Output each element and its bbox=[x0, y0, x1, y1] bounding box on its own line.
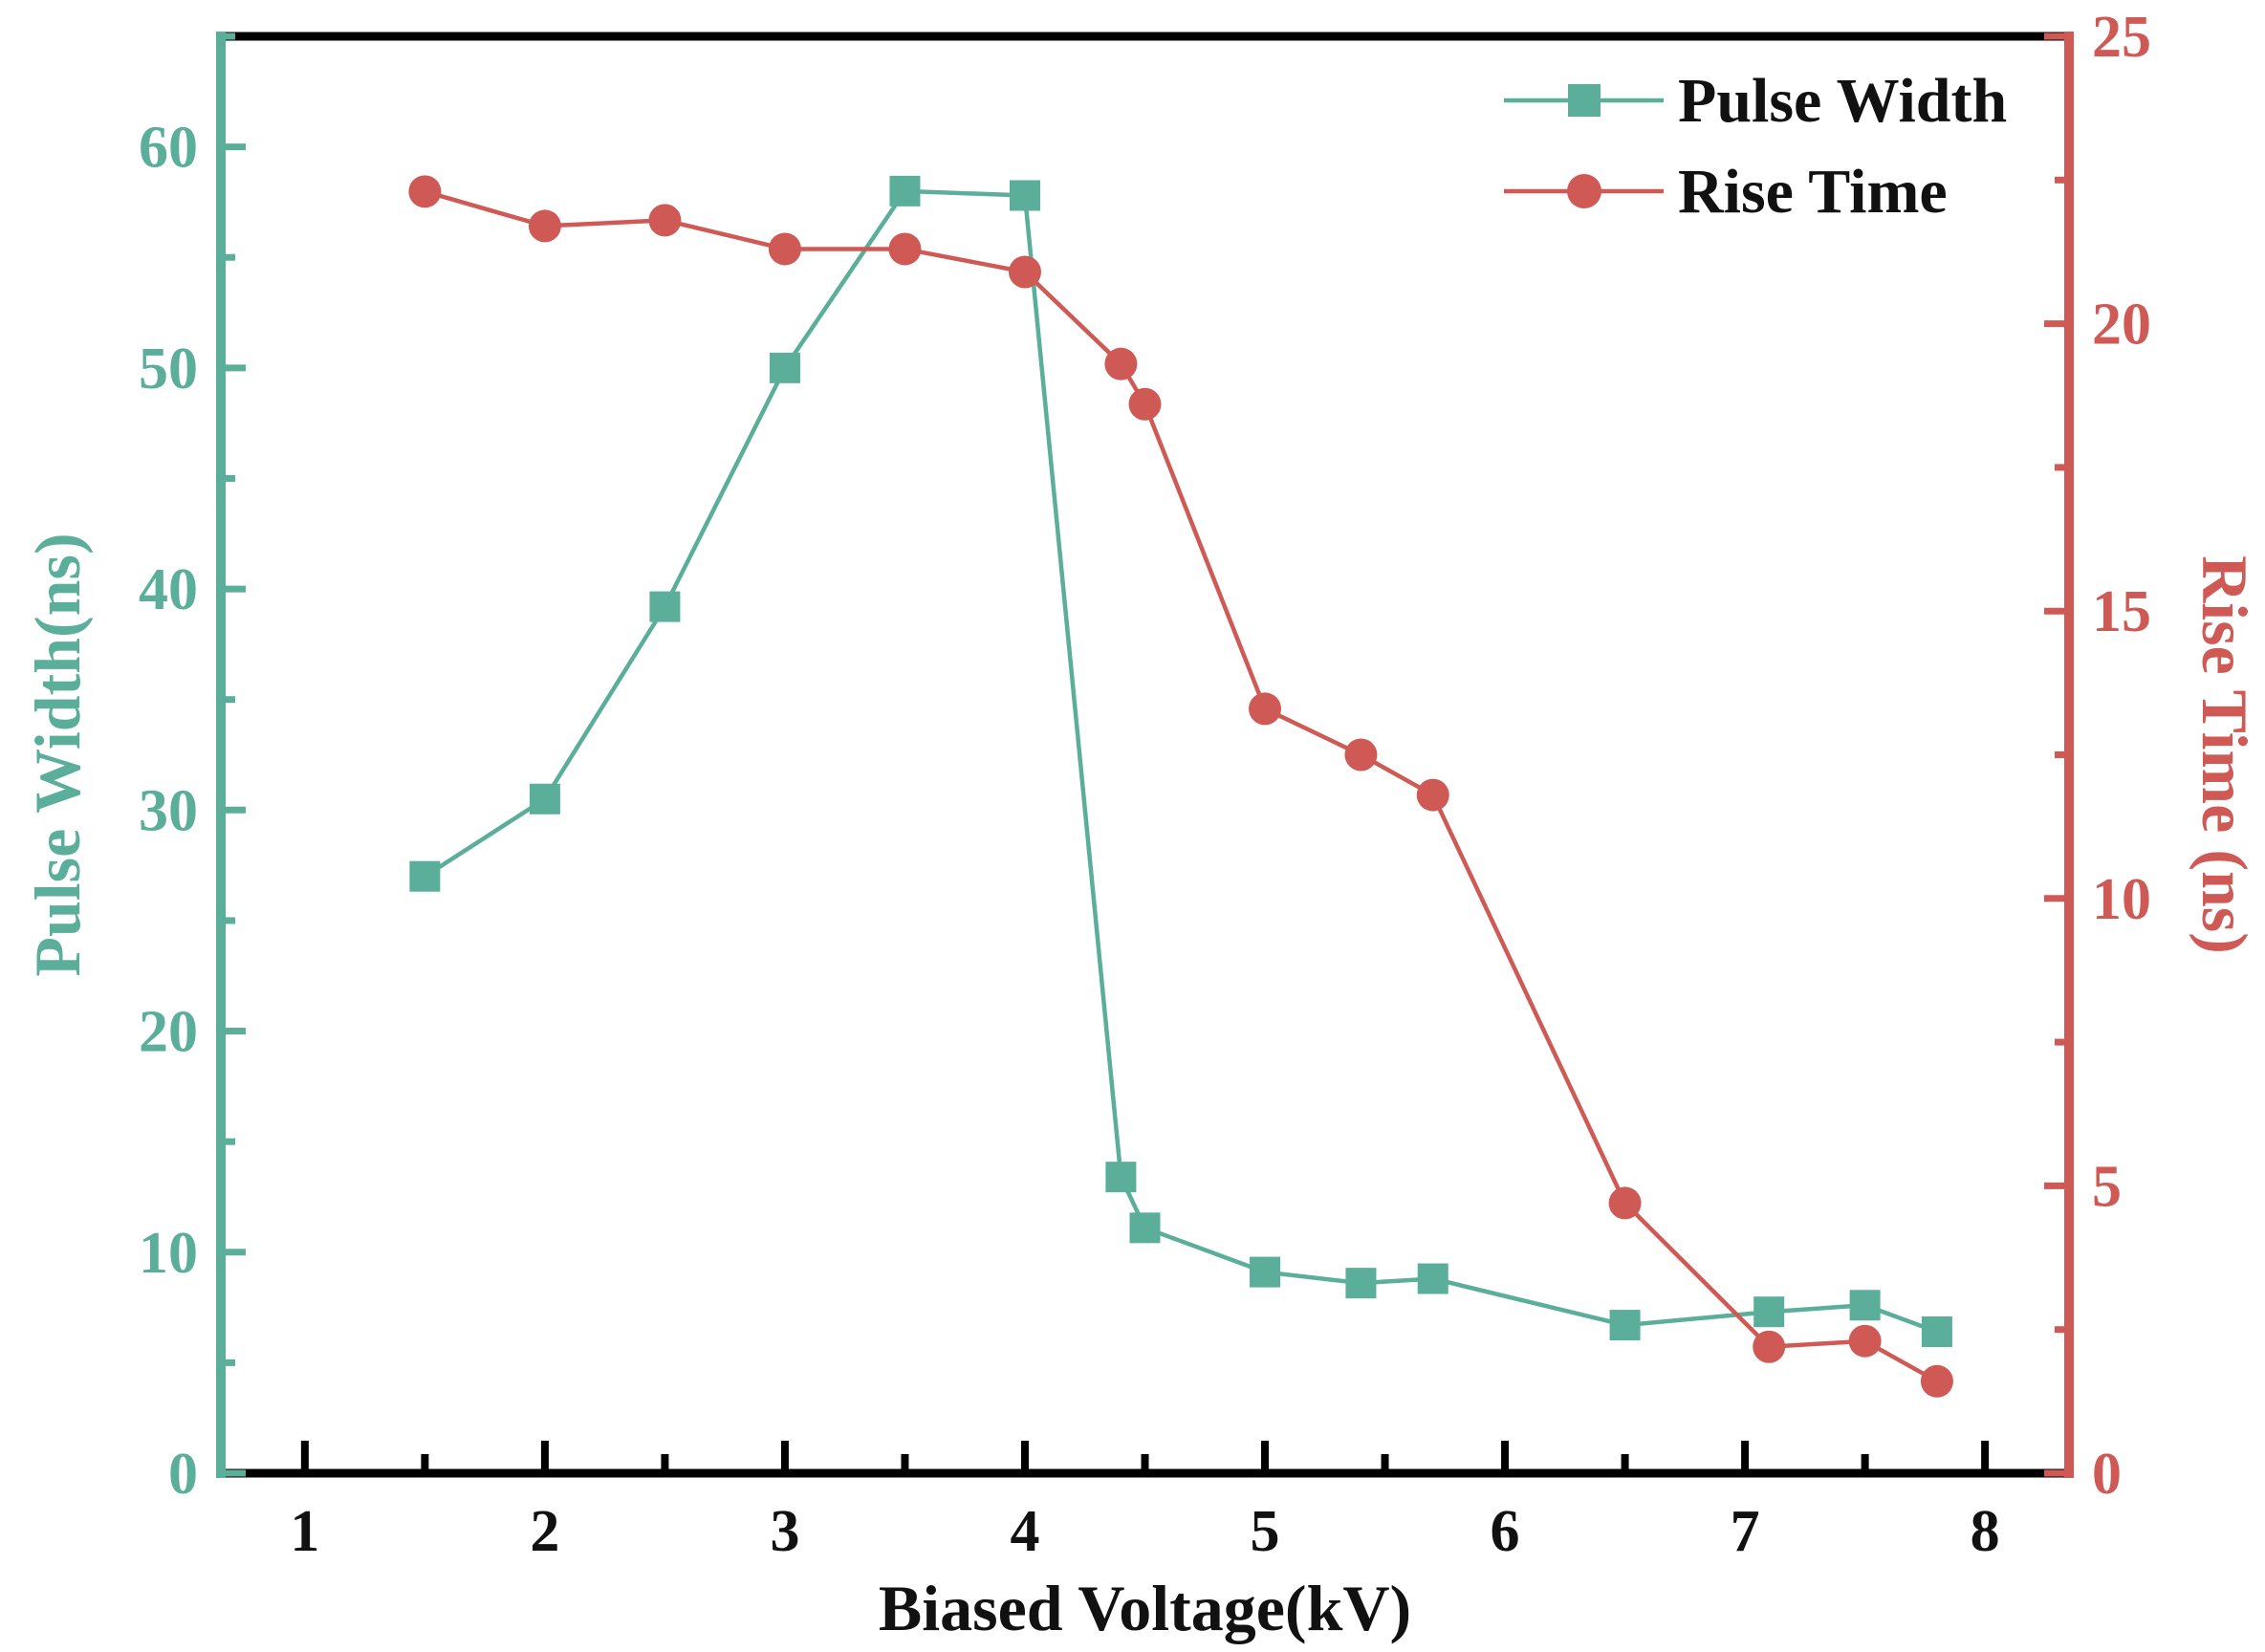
rise-time-point bbox=[1753, 1330, 1786, 1363]
legend: Pulse Width Rise Time bbox=[1504, 66, 2007, 227]
rise-time-point bbox=[408, 175, 442, 208]
right-tick-label: 5 bbox=[2092, 1154, 2122, 1219]
rise-time-point bbox=[1249, 692, 1282, 726]
right-tick-label: 15 bbox=[2092, 579, 2151, 644]
rise-time-point bbox=[1608, 1186, 1642, 1220]
rise-time-point bbox=[1416, 778, 1449, 812]
x-tick-label: 6 bbox=[1491, 1499, 1520, 1564]
rise-time-point bbox=[888, 232, 922, 266]
pulse-width-point bbox=[1417, 1263, 1448, 1294]
right-tick-label: 0 bbox=[2092, 1442, 2122, 1507]
pulse-width-point bbox=[529, 783, 560, 815]
left-tick-label: 10 bbox=[139, 1221, 198, 1286]
pulse-width-point bbox=[1250, 1256, 1281, 1288]
rise-time-point bbox=[1848, 1324, 1882, 1358]
pulse-width-point bbox=[1609, 1310, 1641, 1341]
left-tick-label: 30 bbox=[139, 778, 198, 843]
pulse-width-point bbox=[1345, 1268, 1377, 1299]
x-tick-label: 5 bbox=[1251, 1499, 1280, 1564]
rise-time-point bbox=[648, 204, 682, 237]
x-tick-label: 3 bbox=[770, 1499, 799, 1564]
pulse-width-legend-marker bbox=[1568, 84, 1601, 117]
left-tick-label: 40 bbox=[139, 557, 198, 622]
left-tick-label: 20 bbox=[139, 1000, 198, 1065]
pulse-width-point bbox=[1105, 1162, 1137, 1193]
rise-time-point bbox=[528, 209, 561, 243]
pulse-width-point bbox=[1753, 1296, 1785, 1328]
right-tick-label: 10 bbox=[2092, 867, 2151, 932]
pulse-width-point bbox=[1009, 180, 1040, 211]
pulse-width-point bbox=[409, 860, 441, 892]
pulse-width-legend-label: Pulse Width bbox=[1678, 66, 2007, 136]
left-tick-label: 50 bbox=[139, 337, 198, 402]
rise-time-legend-marker bbox=[1567, 174, 1601, 208]
pulse-width-point bbox=[1849, 1290, 1881, 1321]
pulse-width-point bbox=[1921, 1316, 1952, 1348]
pulse-width-point bbox=[1129, 1212, 1161, 1244]
pulse-width-point bbox=[649, 591, 681, 622]
rise-time-legend-label: Rise Time bbox=[1678, 157, 1948, 227]
x-tick-label: 8 bbox=[1971, 1499, 2000, 1564]
x-tick-label: 7 bbox=[1731, 1499, 1760, 1564]
left-y-axis-title: Pulse Width(ns) bbox=[21, 533, 94, 976]
axes: 1 2 3 4 5 6 7 8 0 10 20 30 40 50 60 0 5 10 15 20 25 Biased Vo… bbox=[21, 5, 2261, 1644]
x-axis-title: Biased Voltage(kV) bbox=[879, 1572, 1411, 1644]
right-tick-label: 25 bbox=[2092, 5, 2151, 70]
left-tick-label: 0 bbox=[168, 1442, 198, 1507]
rise-time-point bbox=[1920, 1364, 1953, 1398]
x-tick-label: 1 bbox=[290, 1499, 319, 1564]
pulse-width-line bbox=[424, 188, 1938, 1335]
rise-time-point bbox=[1344, 738, 1378, 772]
series-layer bbox=[408, 175, 1953, 1398]
rise-time-line bbox=[424, 189, 1939, 1383]
rise-time-point bbox=[1128, 387, 1162, 421]
x-tick-label: 4 bbox=[1010, 1499, 1039, 1564]
left-tick-label: 60 bbox=[139, 116, 198, 181]
rise-time-point bbox=[768, 232, 801, 266]
rise-time-point bbox=[1104, 347, 1138, 380]
pulse-width-point bbox=[889, 175, 921, 206]
x-tick-label: 2 bbox=[530, 1499, 559, 1564]
rise-time-point bbox=[1008, 255, 1041, 289]
right-tick-label: 20 bbox=[2092, 293, 2151, 358]
right-y-axis-title: Rise Time (ns) bbox=[2189, 555, 2261, 954]
pulse-width-point bbox=[769, 352, 800, 383]
